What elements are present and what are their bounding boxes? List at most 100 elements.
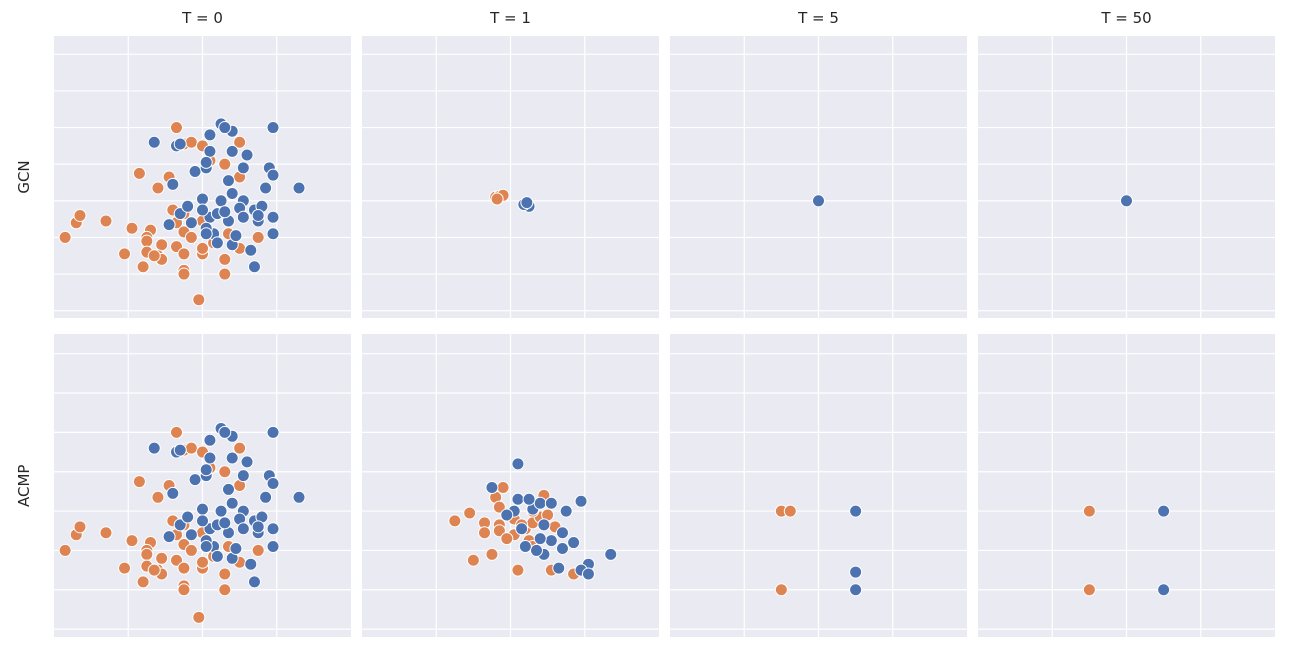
scatter-point-class-b bbox=[251, 230, 265, 244]
scatter-point-class-b bbox=[1082, 504, 1096, 518]
scatter-point-class-b bbox=[774, 583, 788, 597]
scatter-point-class-a bbox=[259, 490, 273, 504]
scatter-point-class-b bbox=[492, 524, 506, 538]
scatter-point-class-a bbox=[1120, 194, 1133, 208]
row-label-acmp: ACMP bbox=[15, 464, 33, 507]
scatter-point-class-a bbox=[196, 192, 209, 206]
scatter-point-class-a bbox=[229, 229, 243, 243]
scatter-point-class-a bbox=[511, 492, 525, 506]
scatter-point-class-a bbox=[529, 543, 543, 557]
scatter-point-class-a bbox=[162, 530, 176, 544]
scatter-point-class-a bbox=[203, 128, 217, 142]
scatter-point-class-a bbox=[184, 216, 198, 230]
scatter-point-class-a bbox=[225, 144, 239, 158]
scatter-point-class-b bbox=[466, 553, 480, 567]
scatter-point-class-a bbox=[229, 541, 243, 555]
scatter-point-class-b bbox=[196, 241, 209, 255]
panel-gcn-t5 bbox=[670, 36, 967, 318]
scatter-point-class-b bbox=[218, 567, 232, 581]
scatter-point-class-a bbox=[162, 218, 176, 232]
scatter-point-class-a bbox=[181, 510, 195, 524]
panel-acmp-t50 bbox=[978, 334, 1275, 637]
scatter-point-class-a bbox=[214, 194, 228, 208]
scatter-point-class-b bbox=[58, 230, 72, 244]
scatter-point-class-a bbox=[520, 196, 534, 210]
scatter-point-class-a bbox=[604, 547, 618, 561]
scatter-point-class-b bbox=[218, 465, 232, 479]
scatter-point-class-b bbox=[140, 234, 154, 248]
scatter-point-class-a bbox=[1157, 504, 1171, 518]
scatter-point-class-b bbox=[184, 135, 198, 149]
scatter-point-class-a bbox=[196, 203, 209, 217]
scatter-point-class-a bbox=[236, 469, 250, 483]
scatter-point-class-a bbox=[485, 480, 499, 494]
scatter-point-class-a bbox=[210, 236, 224, 250]
scatter-point-class-a bbox=[221, 174, 235, 188]
scatter-point-class-b bbox=[463, 506, 477, 520]
panel-acmp-t5 bbox=[670, 334, 967, 637]
scatter-point-class-a bbox=[574, 494, 588, 508]
scatter-point-class-a bbox=[173, 137, 187, 151]
scatter-point-class-a bbox=[240, 455, 254, 469]
scatter-point-class-a bbox=[266, 227, 280, 241]
scatter-point-class-b bbox=[99, 214, 113, 228]
scatter-point-class-a bbox=[1157, 583, 1171, 597]
scatter-point-class-a bbox=[266, 210, 280, 224]
scatter-point-class-a bbox=[244, 557, 258, 571]
scatter-point-class-b bbox=[478, 526, 492, 540]
scatter-point-class-a bbox=[247, 575, 261, 589]
scatter-point-class-b bbox=[218, 583, 232, 597]
scatter-point-class-b bbox=[251, 543, 265, 557]
scatter-point-class-b bbox=[147, 563, 161, 577]
scatter-point-class-b bbox=[783, 504, 797, 518]
scatter-point-class-a bbox=[266, 425, 280, 439]
column-title-t1: T = 1 bbox=[490, 9, 531, 27]
scatter-point-class-b bbox=[118, 247, 132, 261]
scatter-point-class-a bbox=[292, 181, 306, 195]
scatter-point-class-b bbox=[500, 532, 514, 546]
scatter-point-class-b bbox=[73, 520, 87, 534]
scatter-point-class-a bbox=[555, 526, 569, 540]
scatter-point-class-b bbox=[177, 583, 191, 597]
scatter-point-class-b bbox=[485, 547, 499, 561]
scatter-point-class-a bbox=[203, 451, 217, 465]
scatter-point-class-b bbox=[136, 260, 150, 274]
scatter-point-class-b bbox=[196, 555, 209, 569]
scatter-point-class-a bbox=[259, 181, 273, 195]
scatter-point-class-b bbox=[218, 252, 232, 266]
column-title-t5: T = 5 bbox=[798, 9, 839, 27]
scatter-point-class-a bbox=[199, 155, 213, 169]
scatter-point-class-b bbox=[184, 441, 198, 455]
scatter-point-class-a bbox=[812, 194, 825, 208]
scatter-point-class-a bbox=[581, 567, 595, 581]
scatter-point-class-b bbox=[73, 208, 87, 222]
panel-acmp-t1 bbox=[362, 334, 659, 637]
scatter-point-class-b bbox=[125, 221, 139, 235]
scatter-point-class-b bbox=[492, 500, 506, 514]
panel-acmp-t0 bbox=[54, 334, 351, 637]
scatter-point-class-a bbox=[567, 536, 581, 550]
panel-gcn-t50 bbox=[978, 36, 1275, 318]
scatter-point-class-b bbox=[1082, 583, 1096, 597]
scatter-point-class-a bbox=[181, 199, 195, 213]
scatter-point-class-a bbox=[184, 528, 198, 542]
scatter-point-class-b bbox=[125, 534, 139, 548]
scatter-point-class-b bbox=[132, 166, 146, 180]
scatter-point-class-a bbox=[849, 504, 863, 518]
scatter-point-class-b bbox=[218, 157, 232, 171]
column-title-t0: T = 0 bbox=[182, 9, 223, 27]
row-label-gcn: GCN bbox=[15, 160, 33, 194]
scatter-point-class-b bbox=[118, 561, 132, 575]
column-title-t50: T = 50 bbox=[1101, 9, 1152, 27]
scatter-point-class-a bbox=[218, 121, 232, 135]
scatter-point-class-a bbox=[849, 565, 863, 579]
scatter-point-class-a bbox=[537, 518, 551, 532]
scatter-point-class-a bbox=[251, 208, 265, 222]
scatter-point-class-a bbox=[559, 504, 573, 518]
scatter-point-class-a bbox=[199, 539, 213, 553]
scatter-point-class-a bbox=[173, 518, 187, 532]
scatter-point-class-a bbox=[221, 482, 235, 496]
scatter-point-class-a bbox=[849, 583, 863, 597]
scatter-point-class-a bbox=[210, 549, 224, 563]
scatter-point-class-a bbox=[266, 522, 280, 536]
